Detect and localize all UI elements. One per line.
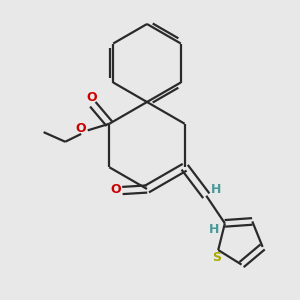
Text: H: H [211,183,221,196]
Text: O: O [86,91,97,104]
Text: S: S [212,251,221,264]
Text: H: H [209,224,220,236]
Text: O: O [110,183,121,196]
Text: O: O [76,122,86,135]
